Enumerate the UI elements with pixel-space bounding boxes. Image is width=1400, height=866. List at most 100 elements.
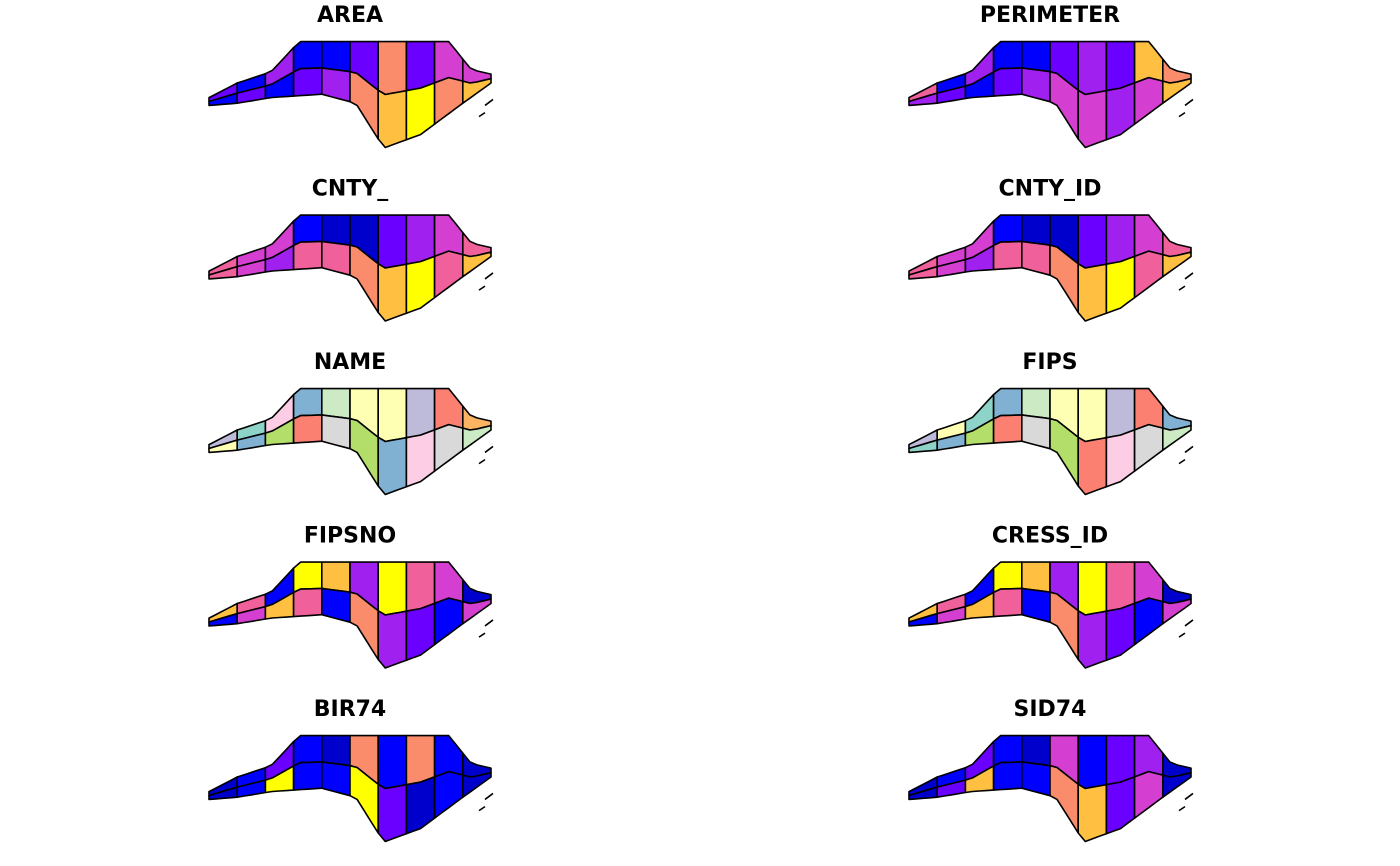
county bbox=[433, 597, 464, 646]
county bbox=[433, 76, 464, 125]
county bbox=[992, 240, 1023, 271]
county bbox=[1020, 587, 1051, 624]
map-panel: SID74 bbox=[908, 697, 1194, 843]
county bbox=[461, 771, 492, 799]
county bbox=[292, 414, 323, 444]
county bbox=[1162, 771, 1192, 799]
county bbox=[320, 414, 351, 450]
county bbox=[292, 761, 323, 791]
island-line bbox=[478, 792, 494, 812]
county bbox=[405, 561, 436, 613]
county bbox=[1020, 40, 1051, 73]
island-line bbox=[478, 445, 494, 465]
island-line bbox=[1178, 98, 1194, 118]
county bbox=[377, 609, 408, 669]
county bbox=[377, 783, 408, 843]
county bbox=[1020, 214, 1051, 246]
panel-title: SID74 bbox=[1014, 697, 1087, 722]
county bbox=[433, 40, 464, 84]
county bbox=[1133, 214, 1164, 258]
county bbox=[1162, 598, 1192, 625]
county bbox=[320, 587, 351, 624]
county bbox=[405, 40, 436, 92]
map-panel: NAME bbox=[208, 350, 494, 496]
county bbox=[992, 67, 1023, 97]
county bbox=[405, 734, 436, 786]
county bbox=[1105, 561, 1136, 613]
panel-title: NAME bbox=[314, 350, 386, 375]
county bbox=[1162, 424, 1192, 452]
county bbox=[405, 255, 436, 315]
island-line bbox=[478, 619, 494, 638]
county bbox=[1020, 414, 1051, 450]
county bbox=[1133, 423, 1164, 472]
county bbox=[1105, 734, 1136, 786]
county bbox=[1020, 240, 1051, 277]
map-panel: CRESS_ID bbox=[908, 524, 1194, 669]
county bbox=[433, 561, 464, 605]
county bbox=[405, 429, 436, 488]
county bbox=[461, 77, 492, 104]
county bbox=[1133, 76, 1164, 125]
county bbox=[992, 587, 1023, 618]
island-line bbox=[1178, 619, 1194, 638]
county bbox=[320, 561, 351, 594]
county bbox=[1133, 597, 1164, 646]
county bbox=[1020, 734, 1051, 767]
county bbox=[377, 734, 408, 790]
county bbox=[1020, 561, 1051, 594]
county bbox=[433, 734, 464, 778]
panel-title: CRESS_ID bbox=[992, 524, 1108, 549]
map-panel: FIPS bbox=[908, 350, 1194, 496]
panel-title: FIPSNO bbox=[304, 524, 396, 549]
county bbox=[1077, 262, 1108, 322]
county bbox=[320, 67, 351, 103]
map-panel: AREA bbox=[208, 3, 494, 149]
island-line bbox=[1178, 792, 1194, 812]
county bbox=[320, 240, 351, 277]
county bbox=[1105, 255, 1136, 315]
county bbox=[433, 423, 464, 472]
panel-title: BIR74 bbox=[314, 697, 387, 722]
county bbox=[1105, 429, 1136, 488]
county bbox=[1105, 214, 1136, 266]
county bbox=[1105, 387, 1136, 439]
county bbox=[377, 214, 408, 269]
county bbox=[1162, 251, 1192, 278]
county bbox=[1020, 387, 1051, 420]
county bbox=[1077, 387, 1108, 443]
map-panel: CNTY_ID bbox=[908, 177, 1194, 322]
county bbox=[405, 214, 436, 266]
county bbox=[1020, 761, 1051, 797]
county bbox=[992, 761, 1023, 791]
county bbox=[433, 770, 464, 819]
county bbox=[405, 82, 436, 141]
island-line bbox=[1178, 445, 1194, 465]
county bbox=[1077, 561, 1108, 616]
county bbox=[461, 251, 492, 278]
panel-title: AREA bbox=[317, 3, 383, 28]
county bbox=[292, 587, 323, 618]
county bbox=[1105, 776, 1136, 835]
map-panel: CNTY_ bbox=[208, 177, 494, 322]
county bbox=[1133, 250, 1164, 299]
county bbox=[1105, 40, 1136, 92]
county bbox=[377, 387, 408, 443]
county bbox=[320, 214, 351, 246]
county bbox=[433, 250, 464, 299]
panel-title: FIPS bbox=[1022, 350, 1077, 375]
map-panel: BIR74 bbox=[208, 697, 494, 843]
county bbox=[1077, 89, 1108, 149]
panel-title: PERIMETER bbox=[980, 3, 1120, 28]
county bbox=[1077, 214, 1108, 269]
panel-title: CNTY_ID bbox=[999, 177, 1102, 202]
county bbox=[1077, 783, 1108, 843]
county bbox=[292, 240, 323, 271]
county bbox=[377, 436, 408, 496]
county bbox=[405, 387, 436, 439]
county bbox=[320, 734, 351, 767]
island-line bbox=[1178, 272, 1194, 291]
county bbox=[1133, 561, 1164, 605]
county bbox=[1020, 67, 1051, 103]
county bbox=[1077, 40, 1108, 96]
